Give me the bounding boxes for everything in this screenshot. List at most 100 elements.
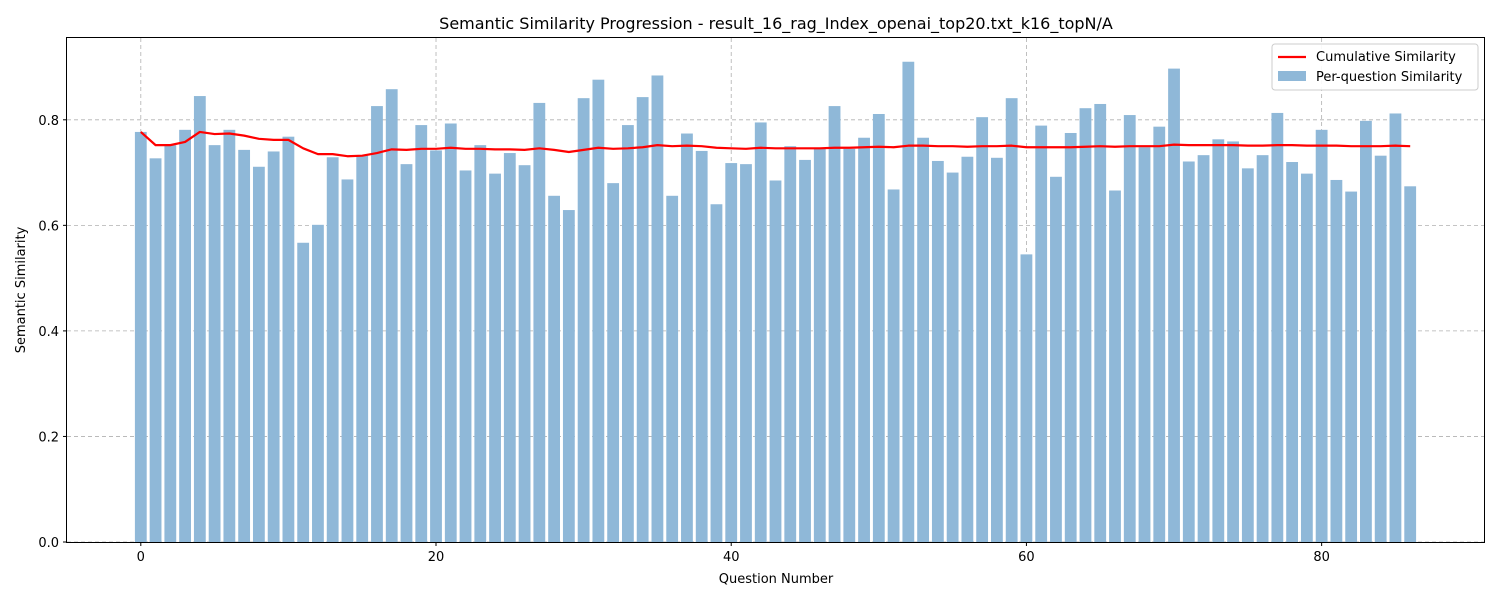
bar-q39 [711, 204, 723, 542]
bar-q21 [445, 123, 457, 542]
bar-q42 [755, 122, 767, 542]
bar-q15 [356, 156, 368, 542]
bar-q77 [1271, 113, 1283, 542]
y-tick-label: 0.4 [38, 325, 59, 340]
bar-q36 [666, 196, 678, 542]
bar-q12 [312, 225, 324, 542]
bar-q51 [888, 189, 900, 542]
bar-q59 [1006, 98, 1018, 542]
bar-q19 [415, 125, 427, 542]
legend-cumulative-label: Cumulative Similarity [1316, 50, 1456, 65]
bar-q5 [209, 145, 221, 542]
bar-q20 [430, 150, 442, 542]
bar-q26 [519, 165, 531, 542]
bar-q40 [725, 163, 737, 542]
bar-q83 [1360, 121, 1372, 542]
bar-q79 [1301, 174, 1313, 542]
bar-q75 [1242, 168, 1254, 542]
bar-q14 [342, 179, 354, 542]
bar-q10 [283, 137, 295, 542]
bar-q23 [474, 145, 486, 542]
bar-q74 [1227, 141, 1239, 542]
bar-q7 [238, 150, 250, 542]
bar-q78 [1286, 162, 1298, 542]
bar-q61 [1035, 126, 1047, 542]
bar-q38 [696, 151, 708, 542]
bar-q27 [533, 103, 545, 542]
bar-q56 [961, 157, 973, 542]
bar-q13 [327, 157, 339, 542]
bar-q86 [1404, 186, 1416, 542]
bar-q29 [563, 210, 575, 542]
bar-q43 [770, 180, 782, 542]
bar-q73 [1212, 139, 1224, 542]
y-tick-label: 0.2 [38, 430, 59, 445]
bar-q47 [829, 106, 841, 542]
bar-q25 [504, 153, 516, 542]
bar-q60 [1021, 254, 1033, 542]
bar-q54 [932, 161, 944, 542]
bar-q46 [814, 148, 826, 542]
bar-q67 [1124, 115, 1136, 542]
bar-q2 [164, 145, 176, 542]
bar-q9 [268, 151, 280, 542]
bar-q69 [1153, 127, 1165, 542]
y-tick-label: 0.8 [38, 114, 59, 129]
bar-q37 [681, 134, 693, 542]
bar-q33 [622, 125, 634, 542]
bar-q49 [858, 138, 870, 542]
bar-q8 [253, 167, 265, 542]
bar-q32 [607, 183, 619, 542]
bar-q80 [1316, 130, 1328, 542]
bar-q76 [1257, 155, 1269, 542]
bar-q6 [223, 130, 235, 542]
bar-q50 [873, 114, 885, 542]
bar-q44 [784, 146, 796, 542]
bar-q22 [460, 170, 472, 542]
bar-q41 [740, 164, 752, 542]
bar-q70 [1168, 69, 1180, 542]
bar-q30 [578, 98, 590, 542]
bar-q28 [548, 196, 560, 542]
bar-q24 [489, 174, 501, 542]
bar-q71 [1183, 161, 1195, 542]
bar-q34 [637, 97, 649, 542]
bar-q72 [1198, 155, 1210, 542]
legend-per-question-label: Per-question Similarity [1316, 70, 1463, 85]
bar-q1 [150, 158, 162, 542]
bar-q0 [135, 132, 147, 542]
y-tick-label: 0.6 [38, 219, 59, 234]
bar-q57 [976, 117, 988, 542]
x-tick-label: 60 [1018, 550, 1035, 565]
bar-q63 [1065, 133, 1077, 542]
bar-q53 [917, 138, 929, 542]
bar-q3 [179, 130, 191, 542]
bar-q64 [1080, 108, 1092, 542]
bar-q18 [401, 164, 413, 542]
bar-q65 [1094, 104, 1106, 542]
bar-q11 [297, 243, 309, 542]
bar-q4 [194, 96, 206, 542]
x-tick-label: 20 [428, 550, 445, 565]
legend-bar-swatch [1278, 71, 1306, 81]
bar-q66 [1109, 191, 1121, 542]
bar-q45 [799, 160, 811, 542]
bar-q84 [1375, 156, 1387, 542]
bar-q17 [386, 89, 398, 542]
bar-q82 [1345, 192, 1357, 542]
x-tick-label: 0 [137, 550, 145, 565]
bar-q48 [843, 149, 855, 542]
bar-q58 [991, 158, 1003, 542]
y-axis-label: Semantic Similarity [14, 226, 29, 353]
bar-q55 [947, 173, 959, 542]
x-tick-label: 80 [1313, 550, 1330, 565]
x-axis-label: Question Number [719, 572, 834, 587]
bar-q85 [1390, 113, 1402, 542]
x-tick-label: 40 [723, 550, 740, 565]
bar-q68 [1139, 147, 1151, 542]
bar-q16 [371, 106, 383, 542]
bar-q52 [902, 62, 914, 542]
chart-title: Semantic Similarity Progression - result… [439, 14, 1113, 34]
bar-q81 [1330, 180, 1342, 542]
